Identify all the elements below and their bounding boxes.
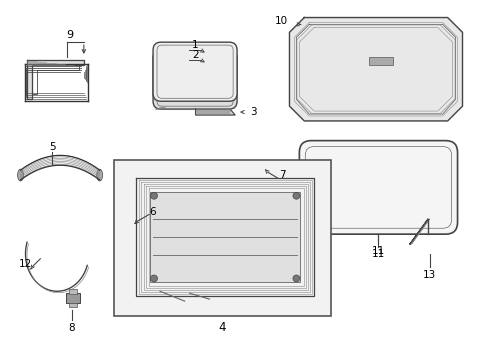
Bar [113,160,330,316]
Bar [66,293,80,303]
Text: 1: 1 [192,40,199,50]
Circle shape [150,275,157,282]
Ellipse shape [18,169,23,181]
Bar [368,57,392,65]
Text: 4: 4 [218,321,225,334]
Text: 5: 5 [49,141,56,152]
Circle shape [292,275,299,282]
Polygon shape [195,109,235,115]
FancyBboxPatch shape [153,50,237,109]
Text: 10: 10 [274,15,287,26]
Text: 9: 9 [66,30,73,40]
Text: 6: 6 [149,207,156,216]
Bar [69,289,77,294]
Text: 11: 11 [371,246,384,256]
Text: 12: 12 [19,259,32,269]
Bar [150,192,300,282]
Circle shape [150,192,157,199]
FancyBboxPatch shape [153,42,237,101]
Text: 8: 8 [68,323,75,333]
Text: 3: 3 [249,107,256,117]
Text: 2: 2 [192,50,199,60]
Text: 11: 11 [371,249,384,259]
Polygon shape [289,18,462,121]
Bar [69,303,77,307]
FancyBboxPatch shape [299,141,457,234]
Ellipse shape [97,169,102,181]
Text: 7: 7 [279,170,285,180]
Circle shape [292,192,299,199]
Polygon shape [27,60,83,99]
Text: 13: 13 [423,270,436,279]
